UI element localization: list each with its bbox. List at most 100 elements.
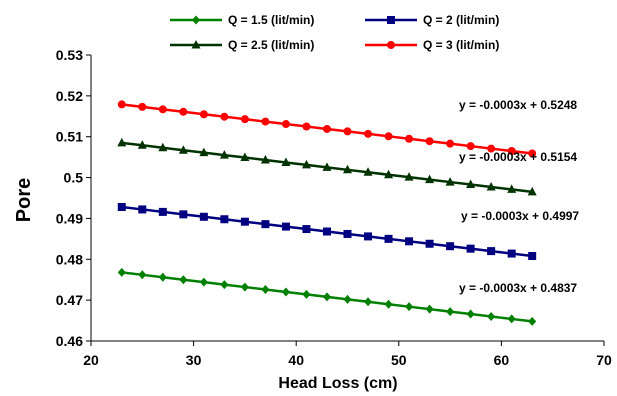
series-2 bbox=[117, 202, 537, 261]
data-point bbox=[158, 272, 167, 282]
y-tick-label: 0.46 bbox=[56, 333, 83, 349]
data-point bbox=[487, 144, 496, 153]
data-point bbox=[240, 282, 249, 292]
data-point bbox=[158, 142, 168, 152]
data-point bbox=[281, 157, 291, 166]
data-point bbox=[405, 302, 414, 312]
data-point bbox=[446, 307, 455, 317]
data-point bbox=[199, 147, 209, 157]
data-point bbox=[117, 202, 126, 211]
legend-label: Q = 2.5 (lit/min) bbox=[228, 38, 314, 52]
data-point bbox=[117, 137, 127, 147]
legend-item: Q = 2 (lit/min) bbox=[365, 13, 499, 27]
data-point bbox=[117, 100, 126, 109]
data-point bbox=[364, 129, 373, 138]
data-point bbox=[364, 297, 373, 307]
y-tick-label: 0.5 bbox=[64, 170, 84, 186]
data-point bbox=[260, 155, 270, 164]
data-point bbox=[486, 181, 496, 191]
data-point bbox=[220, 215, 229, 224]
data-point bbox=[527, 186, 537, 196]
legend-label: Q = 2 (lit/min) bbox=[423, 13, 499, 27]
data-point bbox=[528, 149, 537, 158]
data-point bbox=[301, 159, 311, 169]
data-point bbox=[425, 174, 435, 184]
data-point bbox=[178, 145, 188, 154]
y-tick-label: 0.53 bbox=[56, 47, 83, 63]
tick-labels: 20 30 40 50 60 70 0.46 0.47 0.48 0.49 0.5 0.51 0.52 0… bbox=[56, 47, 612, 368]
data-point bbox=[507, 184, 517, 193]
data-point bbox=[199, 212, 208, 221]
data-point bbox=[528, 316, 537, 326]
legend-marker bbox=[387, 41, 395, 49]
y-tick-label: 0.47 bbox=[56, 292, 83, 308]
data-point bbox=[302, 289, 311, 299]
trendline-equation: y = -0.0003x + 0.5248 bbox=[459, 98, 577, 112]
data-point bbox=[219, 150, 229, 159]
series-4 bbox=[117, 100, 537, 158]
x-tick-label: 70 bbox=[596, 352, 612, 368]
series-3 bbox=[117, 137, 537, 196]
x-tick-label: 40 bbox=[288, 352, 304, 368]
data-point bbox=[158, 105, 167, 114]
data-point bbox=[446, 242, 455, 251]
data-point bbox=[179, 275, 188, 285]
data-point bbox=[322, 162, 332, 171]
data-point bbox=[281, 120, 290, 129]
data-point bbox=[343, 229, 352, 238]
y-tick-label: 0.49 bbox=[56, 210, 83, 226]
data-point bbox=[322, 227, 331, 236]
data-point bbox=[179, 210, 188, 219]
plot-axes bbox=[86, 54, 605, 346]
data-point bbox=[507, 314, 516, 324]
data-point bbox=[466, 142, 475, 151]
data-point bbox=[117, 267, 126, 277]
data-point bbox=[466, 179, 476, 189]
data-point bbox=[261, 285, 270, 295]
y-tick-label: 0.52 bbox=[56, 88, 83, 104]
data-point bbox=[343, 294, 352, 304]
data-point bbox=[425, 137, 434, 146]
data-point bbox=[507, 249, 516, 258]
trendline-equation: y = -0.0003x + 0.4837 bbox=[459, 281, 577, 295]
x-tick-label: 60 bbox=[494, 352, 510, 368]
data-point bbox=[322, 292, 331, 302]
data-point bbox=[199, 277, 208, 287]
legend-marker bbox=[387, 16, 395, 24]
data-point bbox=[138, 270, 147, 280]
data-point bbox=[240, 152, 250, 162]
legend-marker bbox=[191, 40, 201, 49]
data-point bbox=[240, 217, 249, 226]
legend-item: Q = 1.5 (lit/min) bbox=[170, 13, 314, 27]
x-axis-title: Head Loss (cm) bbox=[278, 375, 397, 392]
y-tick-label: 0.51 bbox=[56, 129, 83, 145]
data-point bbox=[405, 134, 414, 143]
data-point bbox=[220, 280, 229, 290]
data-point bbox=[220, 112, 229, 121]
x-tick-label: 20 bbox=[83, 352, 99, 368]
data-point bbox=[363, 167, 373, 176]
data-point bbox=[384, 299, 393, 309]
data-point bbox=[446, 139, 455, 148]
legend-label: Q = 1.5 (lit/min) bbox=[228, 13, 314, 27]
data-point bbox=[261, 117, 270, 126]
trendline-equation: y = -0.0003x + 0.4997 bbox=[461, 209, 579, 223]
data-point bbox=[343, 164, 352, 174]
data-point bbox=[445, 177, 455, 186]
data-point bbox=[138, 205, 147, 214]
legend: Q = 1.5 (lit/min) Q = 2 (lit/min) Q = 2.5 … bbox=[170, 13, 499, 52]
data-point bbox=[199, 110, 208, 119]
x-tick-label: 50 bbox=[391, 352, 407, 368]
plot-series bbox=[117, 100, 537, 326]
data-point bbox=[466, 244, 475, 253]
data-point bbox=[281, 287, 290, 297]
data-point bbox=[322, 124, 331, 133]
series-1 bbox=[117, 267, 537, 326]
data-point bbox=[425, 239, 434, 248]
data-point bbox=[138, 102, 147, 111]
data-point bbox=[158, 207, 167, 216]
data-point bbox=[137, 140, 147, 149]
data-point bbox=[405, 237, 414, 246]
data-point bbox=[466, 309, 475, 319]
